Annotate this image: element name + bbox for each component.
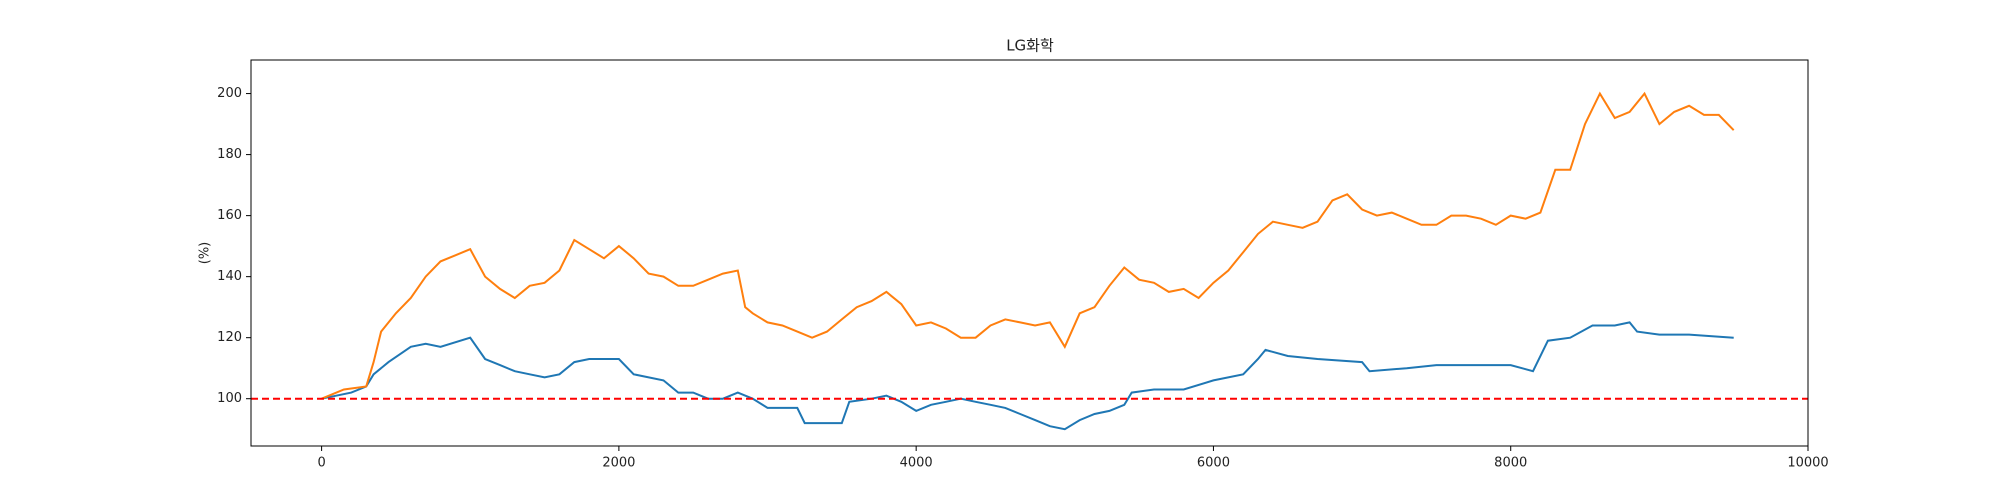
x-tick-label: 6000 bbox=[1197, 456, 1230, 471]
y-tick-label: 120 bbox=[217, 330, 242, 345]
y-tick-label: 180 bbox=[217, 147, 242, 162]
y-tick-label: 100 bbox=[217, 391, 242, 406]
x-tick-label: 0 bbox=[317, 456, 325, 471]
plot-frame bbox=[250, 59, 1809, 447]
y-tick-label: 200 bbox=[217, 86, 242, 101]
x-tick-label: 8000 bbox=[1494, 456, 1527, 471]
x-tick-label: 4000 bbox=[900, 456, 933, 471]
y-tick-label: 140 bbox=[217, 269, 242, 284]
y-axis-label: (%) bbox=[198, 242, 213, 265]
chart-title: LG화학 bbox=[1006, 37, 1054, 55]
x-tick-label: 2000 bbox=[602, 456, 635, 471]
series-line bbox=[321, 91, 1735, 400]
x-tick-label: 10000 bbox=[1787, 456, 1828, 471]
y-tick-label: 160 bbox=[217, 208, 242, 223]
series-line bbox=[321, 321, 1734, 431]
